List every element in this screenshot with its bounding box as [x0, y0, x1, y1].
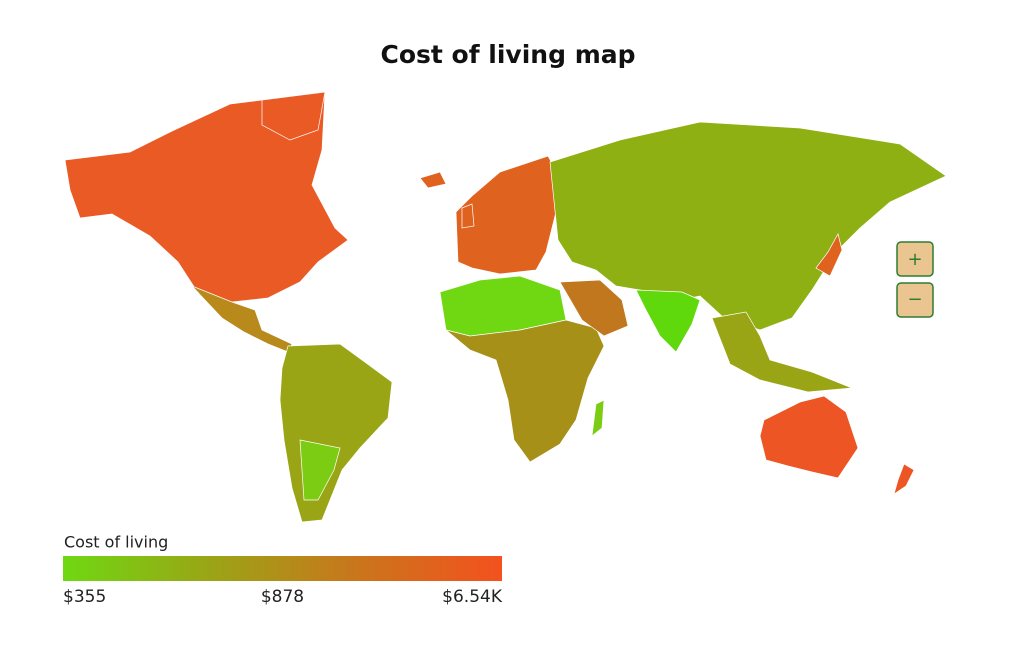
legend-title: Cost of living [64, 533, 168, 552]
southeast-asia [711, 311, 853, 393]
south-asia [635, 289, 701, 353]
madagascar [591, 399, 605, 437]
japan [815, 233, 843, 277]
uk [461, 203, 475, 229]
north-america [64, 91, 349, 303]
title: Cost of living map [380, 40, 635, 69]
zoom-in-label[interactable]: + [907, 249, 922, 270]
zoom-controls: + − [896, 241, 934, 318]
iceland [419, 171, 447, 189]
zoom-out-label[interactable]: − [907, 289, 922, 310]
asia [549, 121, 947, 331]
new-zealand [893, 463, 915, 495]
legend-tick-label: $6.54K [442, 587, 503, 607]
zoom-out-button[interactable] [896, 282, 934, 318]
middle-east [559, 279, 629, 337]
australia [759, 395, 859, 479]
europe [455, 155, 561, 275]
africa [445, 319, 605, 463]
south-america [279, 343, 393, 523]
zoom-in-button[interactable] [896, 241, 934, 277]
world-map [64, 91, 947, 523]
legend-tick-label: $878 [261, 587, 304, 607]
legend-colorbar [63, 556, 502, 581]
greenland-arctic [261, 91, 326, 141]
south-america-south [299, 439, 341, 501]
legend-tick-label: $355 [63, 587, 106, 607]
